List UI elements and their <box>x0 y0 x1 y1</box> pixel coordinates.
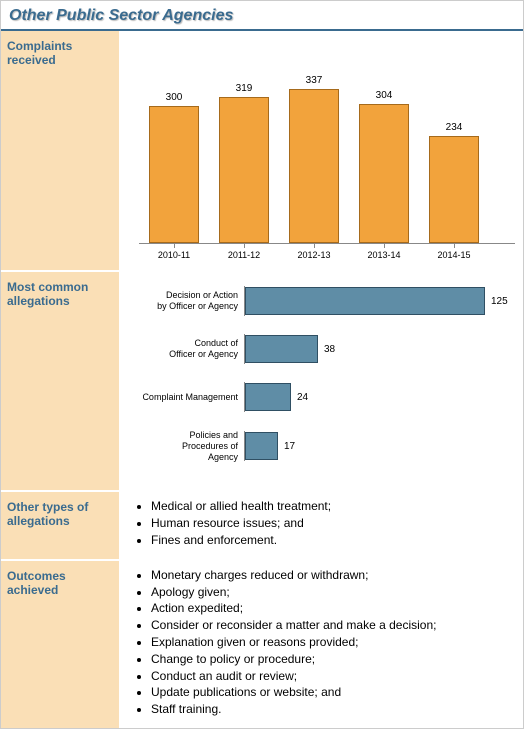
vbar-xtick-label: 2010-11 <box>139 244 209 260</box>
complaints-bar-chart: 300319337304234 2010-112011-122012-13201… <box>129 37 515 260</box>
hbar-track: 17 <box>244 431 515 461</box>
vbar-value-label: 304 <box>376 90 393 101</box>
section-content: Medical or allied health treatment;Human… <box>119 492 523 558</box>
vbar-value-label: 319 <box>236 83 253 94</box>
list-item: Medical or allied health treatment; <box>151 498 515 515</box>
vbar-column: 304 <box>349 90 419 243</box>
vbar-bar <box>429 136 479 243</box>
hbar-track: 24 <box>244 382 515 412</box>
outcomes-list: Monetary charges reduced or withdrawn;Ap… <box>129 567 515 718</box>
vbar-column: 319 <box>209 83 279 243</box>
hbar-row: Conduct ofOfficer or Agency 38 <box>129 334 515 364</box>
vbar-bar <box>149 106 199 243</box>
section-content: Monetary charges reduced or withdrawn;Ap… <box>119 561 523 728</box>
vbar-value-label: 234 <box>446 122 463 133</box>
hbar-value-label: 24 <box>297 392 308 403</box>
list-item: Action expedited; <box>151 600 515 617</box>
list-item: Update publications or website; and <box>151 684 515 701</box>
section-label: Most common allegations <box>7 280 113 308</box>
section-label: Other types of allegations <box>7 500 113 528</box>
vbar-value-label: 300 <box>166 92 183 103</box>
list-item: Fines and enforcement. <box>151 532 515 549</box>
section-content: Decision or Actionby Officer or Agency 12… <box>119 272 523 490</box>
hbar-category-label: Decision or Actionby Officer or Agency <box>129 290 244 312</box>
section-allegations: Most common allegations Decision or Acti… <box>1 272 523 492</box>
section-label-cell: Complaints received <box>1 31 119 270</box>
hbar-row: Decision or Actionby Officer or Agency 12… <box>129 286 515 316</box>
hbar-category-label: Conduct ofOfficer or Agency <box>129 338 244 360</box>
hbar-track: 38 <box>244 334 515 364</box>
allegations-hbar-chart: Decision or Actionby Officer or Agency 12… <box>129 278 515 462</box>
list-item: Explanation given or reasons provided; <box>151 634 515 651</box>
section-label: Complaints received <box>7 39 113 67</box>
vbar-xtick-label: 2014-15 <box>419 244 489 260</box>
hbar-bar <box>245 335 318 363</box>
list-item: Change to policy or procedure; <box>151 651 515 668</box>
list-item: Human resource issues; and <box>151 515 515 532</box>
section-content: 300319337304234 2010-112011-122012-13201… <box>119 31 523 270</box>
hbar-track: 125 <box>244 286 515 316</box>
hbar-bar <box>245 287 485 315</box>
list-item: Conduct an audit or review; <box>151 668 515 685</box>
hbar-category-label: Complaint Management <box>129 392 244 403</box>
list-item: Staff training. <box>151 701 515 718</box>
page-title: Other Public Sector Agencies <box>9 7 233 24</box>
vbar-column: 337 <box>279 75 349 243</box>
hbar-category-label: Policies andProcedures ofAgency <box>129 430 244 462</box>
other-types-list: Medical or allied health treatment;Human… <box>129 498 515 548</box>
list-item: Consider or reconsider a matter and make… <box>151 617 515 634</box>
vbar-column: 300 <box>139 92 209 243</box>
section-label: Outcomes achieved <box>7 569 113 597</box>
list-item: Monetary charges reduced or withdrawn; <box>151 567 515 584</box>
vbar-value-label: 337 <box>306 75 323 86</box>
vbar-xtick-label: 2012-13 <box>279 244 349 260</box>
section-label-cell: Other types of allegations <box>1 492 119 558</box>
vbar-bar <box>219 97 269 243</box>
list-item: Apology given; <box>151 584 515 601</box>
hbar-bar <box>245 383 291 411</box>
vbar-column: 234 <box>419 122 489 243</box>
hbar-value-label: 38 <box>324 344 335 355</box>
hbar-bar <box>245 432 278 460</box>
section-outcomes: Outcomes achieved Monetary charges reduc… <box>1 561 523 728</box>
hbar-value-label: 17 <box>284 441 295 452</box>
vbar-xtick-label: 2013-14 <box>349 244 419 260</box>
hbar-value-label: 125 <box>491 296 508 307</box>
title-bar: Other Public Sector Agencies <box>1 1 523 31</box>
vbar-xtick-label: 2011-12 <box>209 244 279 260</box>
vbar-bar <box>359 104 409 243</box>
page-container: Other Public Sector Agencies Complaints … <box>0 0 524 729</box>
section-label-cell: Outcomes achieved <box>1 561 119 728</box>
vbar-bar <box>289 89 339 243</box>
section-other-types: Other types of allegations Medical or al… <box>1 492 523 560</box>
section-complaints: Complaints received 300 319 337 304 234 2010… <box>1 31 523 272</box>
section-label-cell: Most common allegations <box>1 272 119 490</box>
hbar-row: Policies andProcedures ofAgency 17 <box>129 430 515 462</box>
hbar-row: Complaint Management 24 <box>129 382 515 412</box>
